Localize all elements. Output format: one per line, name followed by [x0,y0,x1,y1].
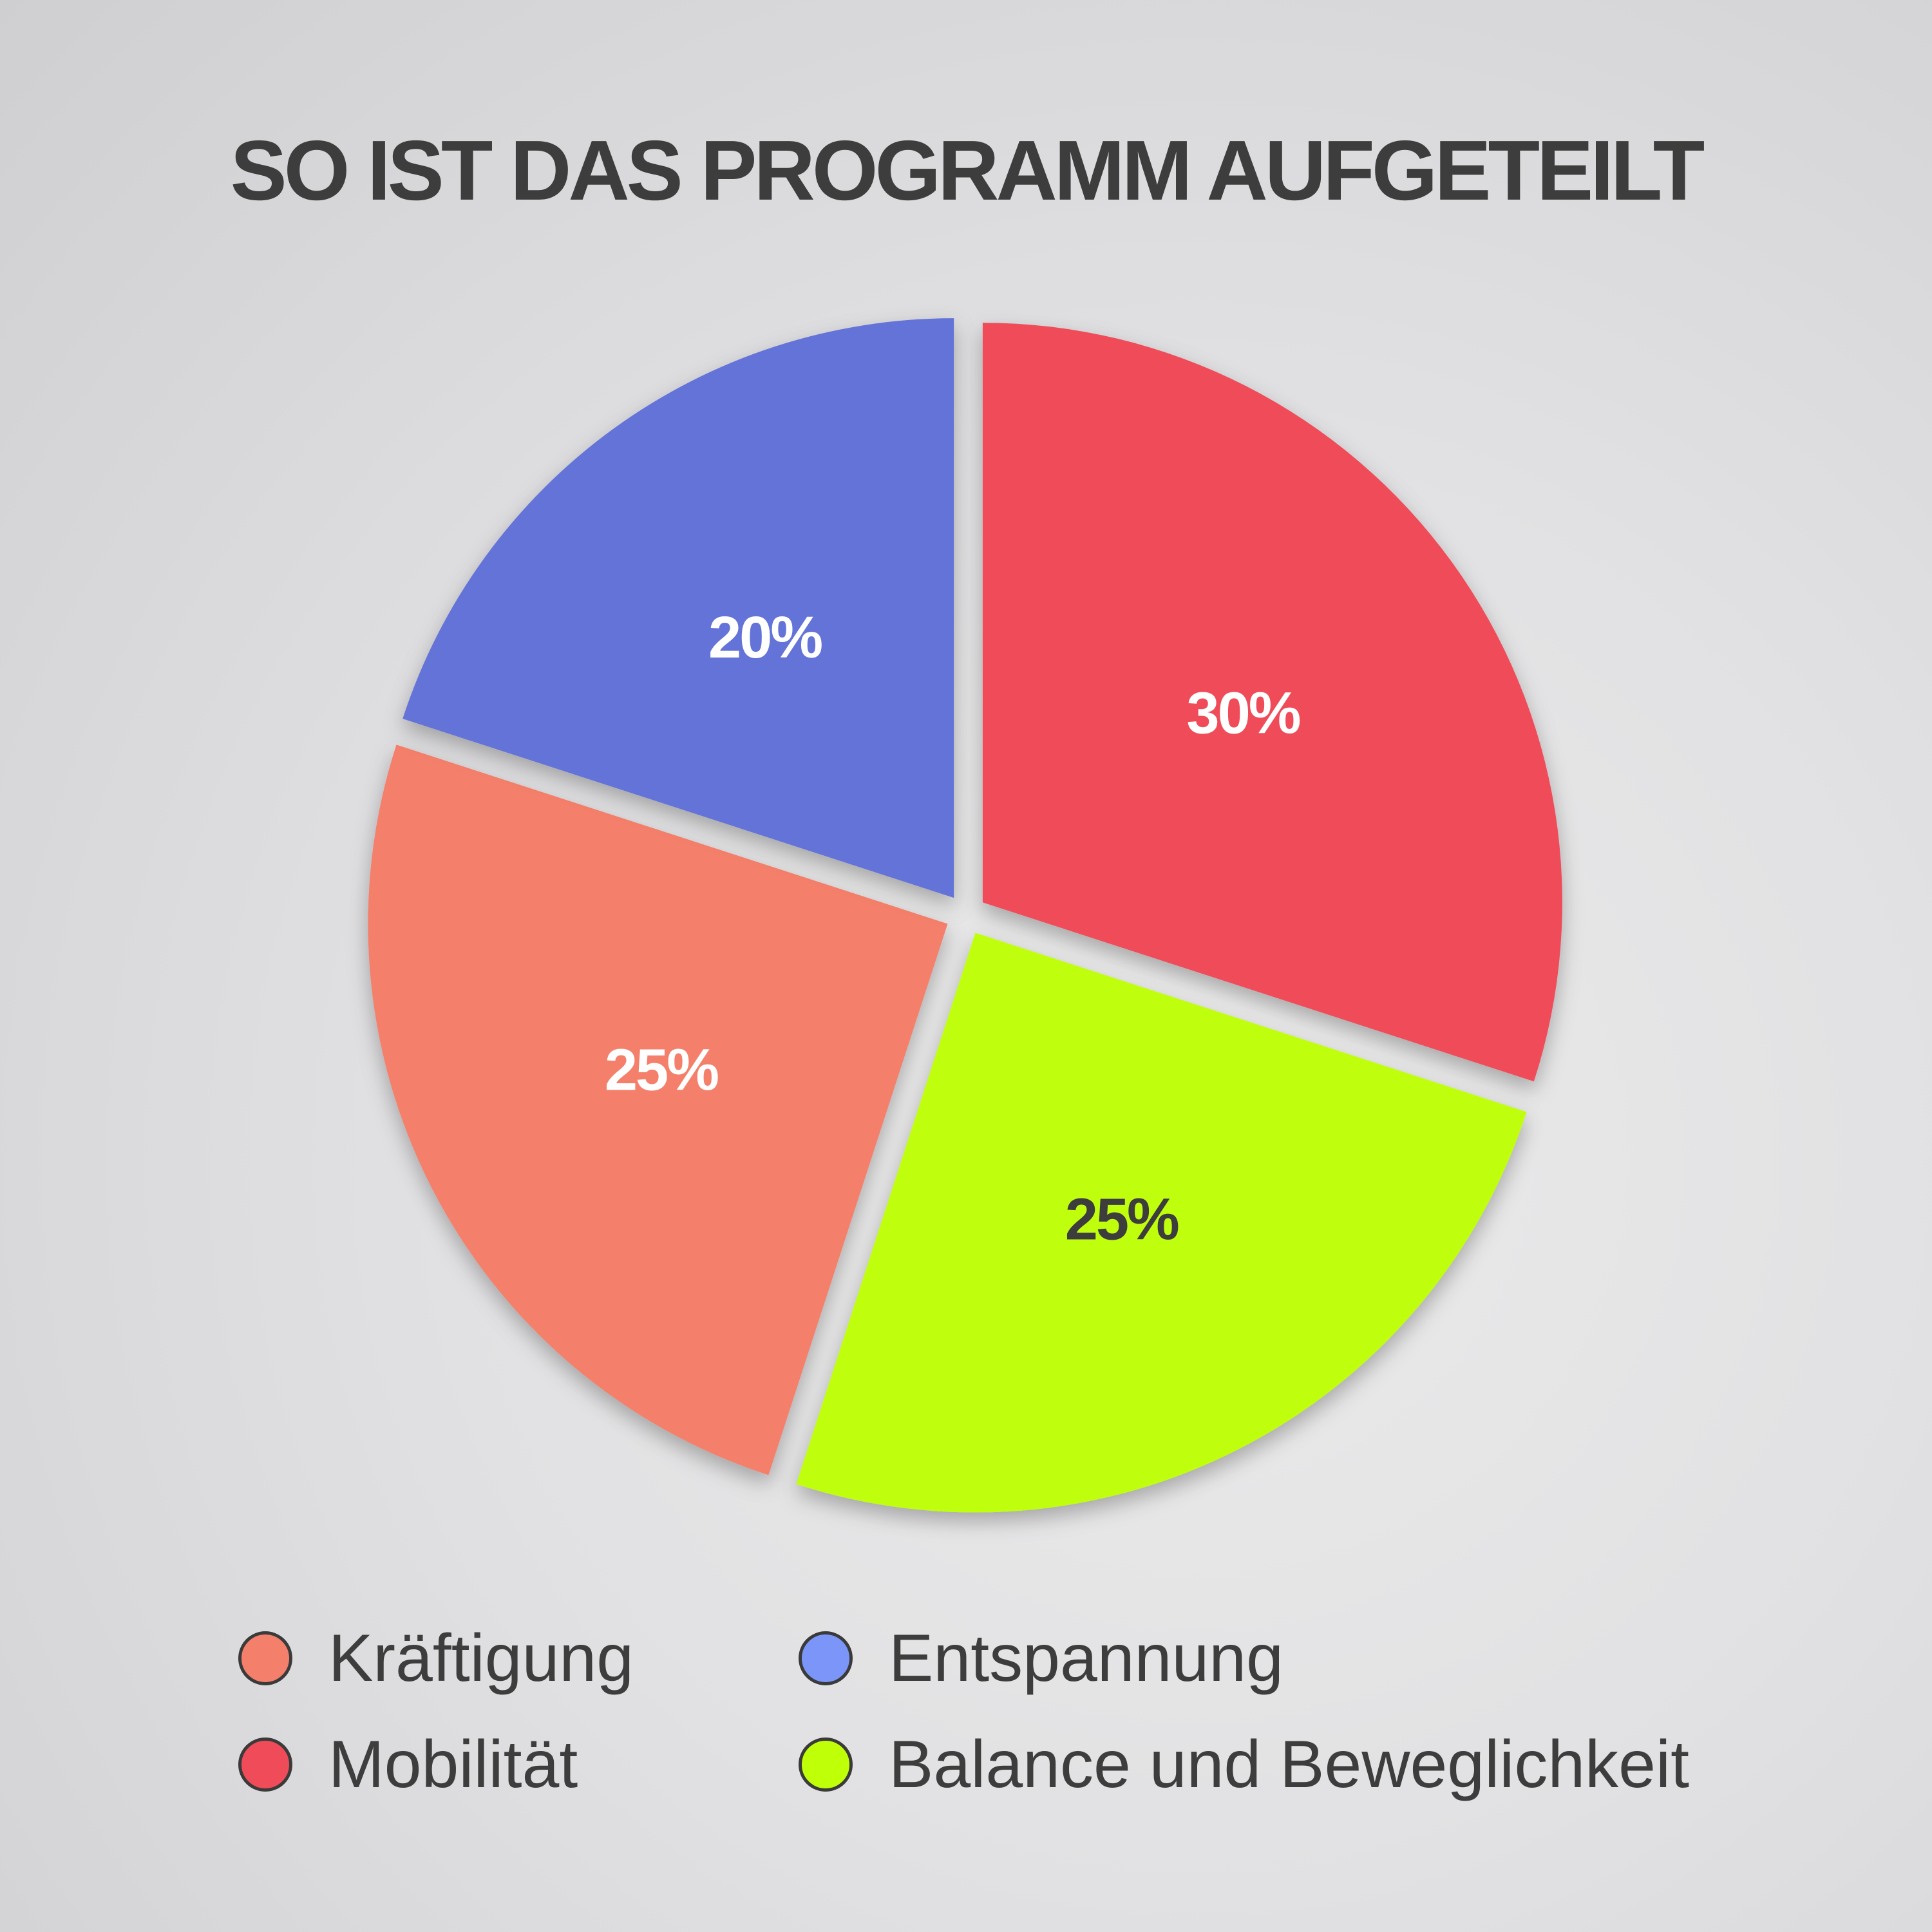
pie-labels: 30% 25% 25% 20% [605,605,1302,1253]
pie-slice-entspannung [402,318,954,898]
slice-label-entspannung: 20% [708,605,822,670]
slice-label-mobilitaet: 30% [1186,681,1300,746]
chart-title: SO IST DAS PROGRAMM AUFGETEILT [230,123,1705,218]
pie-slice-mobilitaet [982,323,1562,1082]
pie-slices [368,318,1562,1513]
pie-slice-balance-und-beweglichkeit [796,933,1527,1513]
pie-slice-kraeftigung [368,744,948,1475]
slice-label-kraeftigung: 25% [605,1037,718,1103]
slice-label-balance-und-beweglichkeit: 25% [1065,1187,1179,1253]
